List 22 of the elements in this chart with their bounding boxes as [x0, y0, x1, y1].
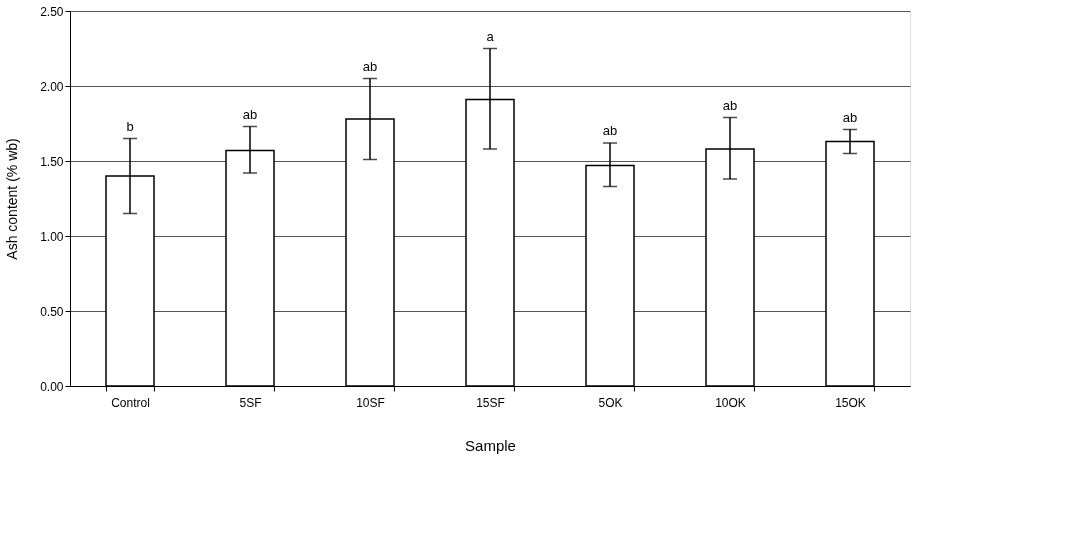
annotation: ab	[242, 106, 258, 122]
annotation: ab	[602, 123, 618, 138]
y-tick-label: 0.50	[40, 304, 64, 319]
annotation: a	[486, 28, 495, 44]
x-tick-label: 10SF	[356, 395, 385, 410]
annotation: b	[126, 118, 134, 134]
x-tick-label: 10OK	[715, 395, 746, 410]
y-tick-label: 2.00	[40, 79, 64, 94]
y-axis-title: Ash content (% wb)	[4, 138, 21, 260]
x-tick-label: 15SF	[476, 395, 505, 410]
x-tick-label: 15OK	[835, 395, 866, 410]
x-tick-label: 5OK	[598, 395, 623, 410]
annotation: ab	[722, 97, 738, 113]
annotation: ab	[842, 109, 858, 125]
x-axis-title: Sample	[465, 436, 516, 454]
x-tick-label: 5SF	[239, 395, 262, 410]
y-tick-label: 0.00	[40, 379, 64, 394]
annotation: ab	[362, 58, 378, 74]
y-tick-label: 1.00	[40, 229, 64, 244]
y-tick-label: 1.50	[40, 154, 64, 169]
y-tick-label: 2.50	[40, 4, 64, 19]
x-tick-label: Control	[111, 395, 150, 410]
